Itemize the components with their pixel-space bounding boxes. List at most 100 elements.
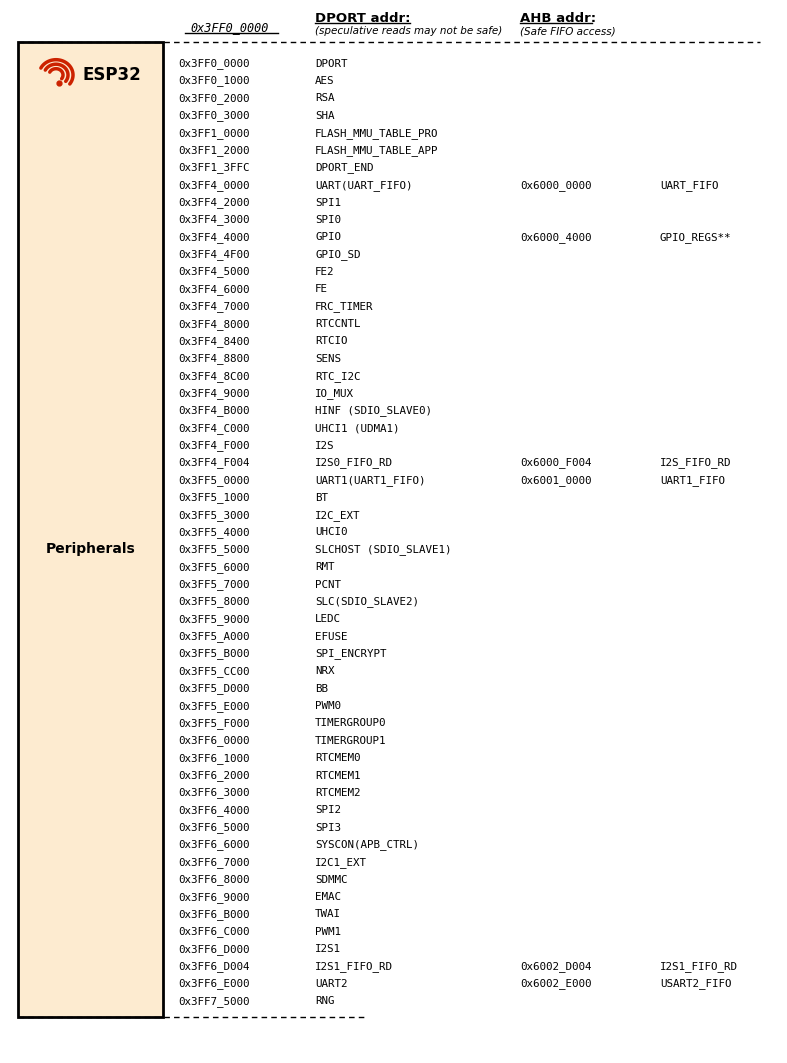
Text: ESP32: ESP32: [82, 66, 141, 84]
Text: 0x3FF5_5000: 0x3FF5_5000: [178, 544, 249, 555]
Text: FRC_TIMER: FRC_TIMER: [315, 301, 374, 313]
Text: 0x3FF6_7000: 0x3FF6_7000: [178, 857, 249, 867]
Text: RTCMEM0: RTCMEM0: [315, 754, 360, 763]
Text: DPORT_END: DPORT_END: [315, 163, 374, 173]
Text: 0x3FF6_1000: 0x3FF6_1000: [178, 753, 249, 763]
Text: LEDC: LEDC: [315, 614, 341, 624]
Text: TIMERGROUP0: TIMERGROUP0: [315, 719, 386, 728]
Text: 0x3FF4_C000: 0x3FF4_C000: [178, 423, 249, 434]
Text: I2C1_EXT: I2C1_EXT: [315, 857, 367, 867]
Text: DPORT addr:: DPORT addr:: [315, 12, 411, 26]
Text: (speculative reads may not be safe): (speculative reads may not be safe): [315, 26, 502, 36]
Text: 0x3FF5_7000: 0x3FF5_7000: [178, 579, 249, 590]
Text: 0x3FF4_6000: 0x3FF4_6000: [178, 284, 249, 294]
Text: TIMERGROUP1: TIMERGROUP1: [315, 736, 386, 746]
Text: 0x3FF4_8800: 0x3FF4_8800: [178, 353, 249, 365]
Text: 0x3FF5_9000: 0x3FF5_9000: [178, 613, 249, 625]
Text: FE: FE: [315, 285, 328, 294]
Text: RTCMEM1: RTCMEM1: [315, 771, 360, 780]
Text: 0x3FF5_3000: 0x3FF5_3000: [178, 509, 249, 521]
Text: 0x3FF4_8C00: 0x3FF4_8C00: [178, 371, 249, 382]
Text: 0x3FF4_F000: 0x3FF4_F000: [178, 440, 249, 451]
Text: (Safe FIFO access): (Safe FIFO access): [520, 26, 615, 36]
Text: 0x3FF6_2000: 0x3FF6_2000: [178, 770, 249, 781]
Text: 0x3FF1_3FFC: 0x3FF1_3FFC: [178, 163, 249, 173]
Text: 0x3FF6_0000: 0x3FF6_0000: [178, 736, 249, 746]
Text: RSA: RSA: [315, 94, 334, 103]
Text: PWM1: PWM1: [315, 927, 341, 937]
Text: SHA: SHA: [315, 111, 334, 121]
Text: RNG: RNG: [315, 996, 334, 1007]
Text: RTCCNTL: RTCCNTL: [315, 319, 360, 330]
Text: 0x3FF6_5000: 0x3FF6_5000: [178, 822, 249, 833]
Text: 0x3FF4_4000: 0x3FF4_4000: [178, 232, 249, 242]
Text: PWM0: PWM0: [315, 702, 341, 711]
Text: 0x3FF5_F000: 0x3FF5_F000: [178, 718, 249, 729]
Text: 0x3FF7_5000: 0x3FF7_5000: [178, 996, 249, 1007]
Text: UART1(UART1_FIFO): UART1(UART1_FIFO): [315, 475, 426, 486]
Text: 0x6000_4000: 0x6000_4000: [520, 232, 592, 242]
Text: GPIO_REGS**: GPIO_REGS**: [660, 232, 731, 242]
Text: 0x3FF6_8000: 0x3FF6_8000: [178, 875, 249, 885]
Text: RTC_I2C: RTC_I2C: [315, 371, 360, 382]
Text: 0x3FF0_0000: 0x3FF0_0000: [178, 58, 249, 69]
Text: 0x3FF5_8000: 0x3FF5_8000: [178, 596, 249, 607]
Text: 0x3FF6_D004: 0x3FF6_D004: [178, 961, 249, 972]
Text: RTCIO: RTCIO: [315, 337, 348, 347]
Text: SLC(SDIO_SLAVE2): SLC(SDIO_SLAVE2): [315, 596, 419, 607]
Text: 0x3FF6_C000: 0x3FF6_C000: [178, 927, 249, 938]
Text: FLASH_MMU_TABLE_APP: FLASH_MMU_TABLE_APP: [315, 145, 438, 156]
Text: IO_MUX: IO_MUX: [315, 388, 354, 399]
Text: 0x3FF1_2000: 0x3FF1_2000: [178, 145, 249, 156]
Text: SPI_ENCRYPT: SPI_ENCRYPT: [315, 648, 386, 659]
Text: I2S1_FIFO_RD: I2S1_FIFO_RD: [315, 961, 393, 972]
Text: 0x3FF0_2000: 0x3FF0_2000: [178, 92, 249, 104]
Text: UART(UART_FIFO): UART(UART_FIFO): [315, 180, 412, 190]
Text: 0x6001_0000: 0x6001_0000: [520, 475, 592, 486]
Text: RTCMEM2: RTCMEM2: [315, 788, 360, 798]
Text: SPI3: SPI3: [315, 823, 341, 832]
Text: 0x3FF5_D000: 0x3FF5_D000: [178, 684, 249, 694]
Text: SENS: SENS: [315, 354, 341, 364]
Text: 0x3FF5_4000: 0x3FF5_4000: [178, 527, 249, 538]
Text: NRX: NRX: [315, 667, 334, 676]
Text: PCNT: PCNT: [315, 579, 341, 590]
Text: RMT: RMT: [315, 562, 334, 572]
Text: I2S0_FIFO_RD: I2S0_FIFO_RD: [315, 457, 393, 469]
Text: 0x3FF5_A000: 0x3FF5_A000: [178, 631, 249, 642]
Text: 0x3FF6_3000: 0x3FF6_3000: [178, 788, 249, 798]
Text: SLCHOST (SDIO_SLAVE1): SLCHOST (SDIO_SLAVE1): [315, 544, 452, 555]
Text: 0x3FF5_B000: 0x3FF5_B000: [178, 648, 249, 659]
Text: 0x3FF5_6000: 0x3FF5_6000: [178, 561, 249, 573]
Text: 0x6002_E000: 0x6002_E000: [520, 979, 592, 990]
Bar: [18, 43, 163, 1017]
Text: BB: BB: [315, 684, 328, 694]
Text: 0x3FF6_E000: 0x3FF6_E000: [178, 979, 249, 990]
Text: 0x3FF4_F004: 0x3FF4_F004: [178, 457, 249, 469]
Text: 0x3FF4_7000: 0x3FF4_7000: [178, 301, 249, 313]
Text: BT: BT: [315, 493, 328, 503]
Text: 0x6000_F004: 0x6000_F004: [520, 457, 592, 469]
Text: 0x3FF4_9000: 0x3FF4_9000: [178, 388, 249, 399]
Text: FE2: FE2: [315, 267, 334, 277]
Text: 0x3FF4_8400: 0x3FF4_8400: [178, 336, 249, 347]
Text: 0x3FF6_D000: 0x3FF6_D000: [178, 944, 249, 955]
Text: 0x3FF0_0000: 0x3FF0_0000: [190, 21, 269, 34]
Text: 0x3FF0_3000: 0x3FF0_3000: [178, 111, 249, 121]
Text: 0x3FF5_CC00: 0x3FF5_CC00: [178, 665, 249, 677]
Text: 0x6002_D004: 0x6002_D004: [520, 961, 592, 972]
Text: 0x3FF6_6000: 0x3FF6_6000: [178, 840, 249, 850]
Text: TWAI: TWAI: [315, 910, 341, 919]
Text: AES: AES: [315, 77, 334, 86]
Text: 0x3FF6_9000: 0x3FF6_9000: [178, 892, 249, 902]
Text: FLASH_MMU_TABLE_PRO: FLASH_MMU_TABLE_PRO: [315, 128, 438, 138]
Text: EFUSE: EFUSE: [315, 631, 348, 642]
Text: 0x3FF0_1000: 0x3FF0_1000: [178, 75, 249, 86]
Text: 0x3FF6_4000: 0x3FF6_4000: [178, 805, 249, 815]
Text: UART2: UART2: [315, 979, 348, 989]
Text: I2S: I2S: [315, 441, 334, 451]
Text: 0x6000_0000: 0x6000_0000: [520, 180, 592, 190]
Text: 0x3FF5_0000: 0x3FF5_0000: [178, 475, 249, 486]
Text: HINF (SDIO_SLAVE0): HINF (SDIO_SLAVE0): [315, 405, 432, 417]
Text: 0x3FF5_E000: 0x3FF5_E000: [178, 701, 249, 711]
